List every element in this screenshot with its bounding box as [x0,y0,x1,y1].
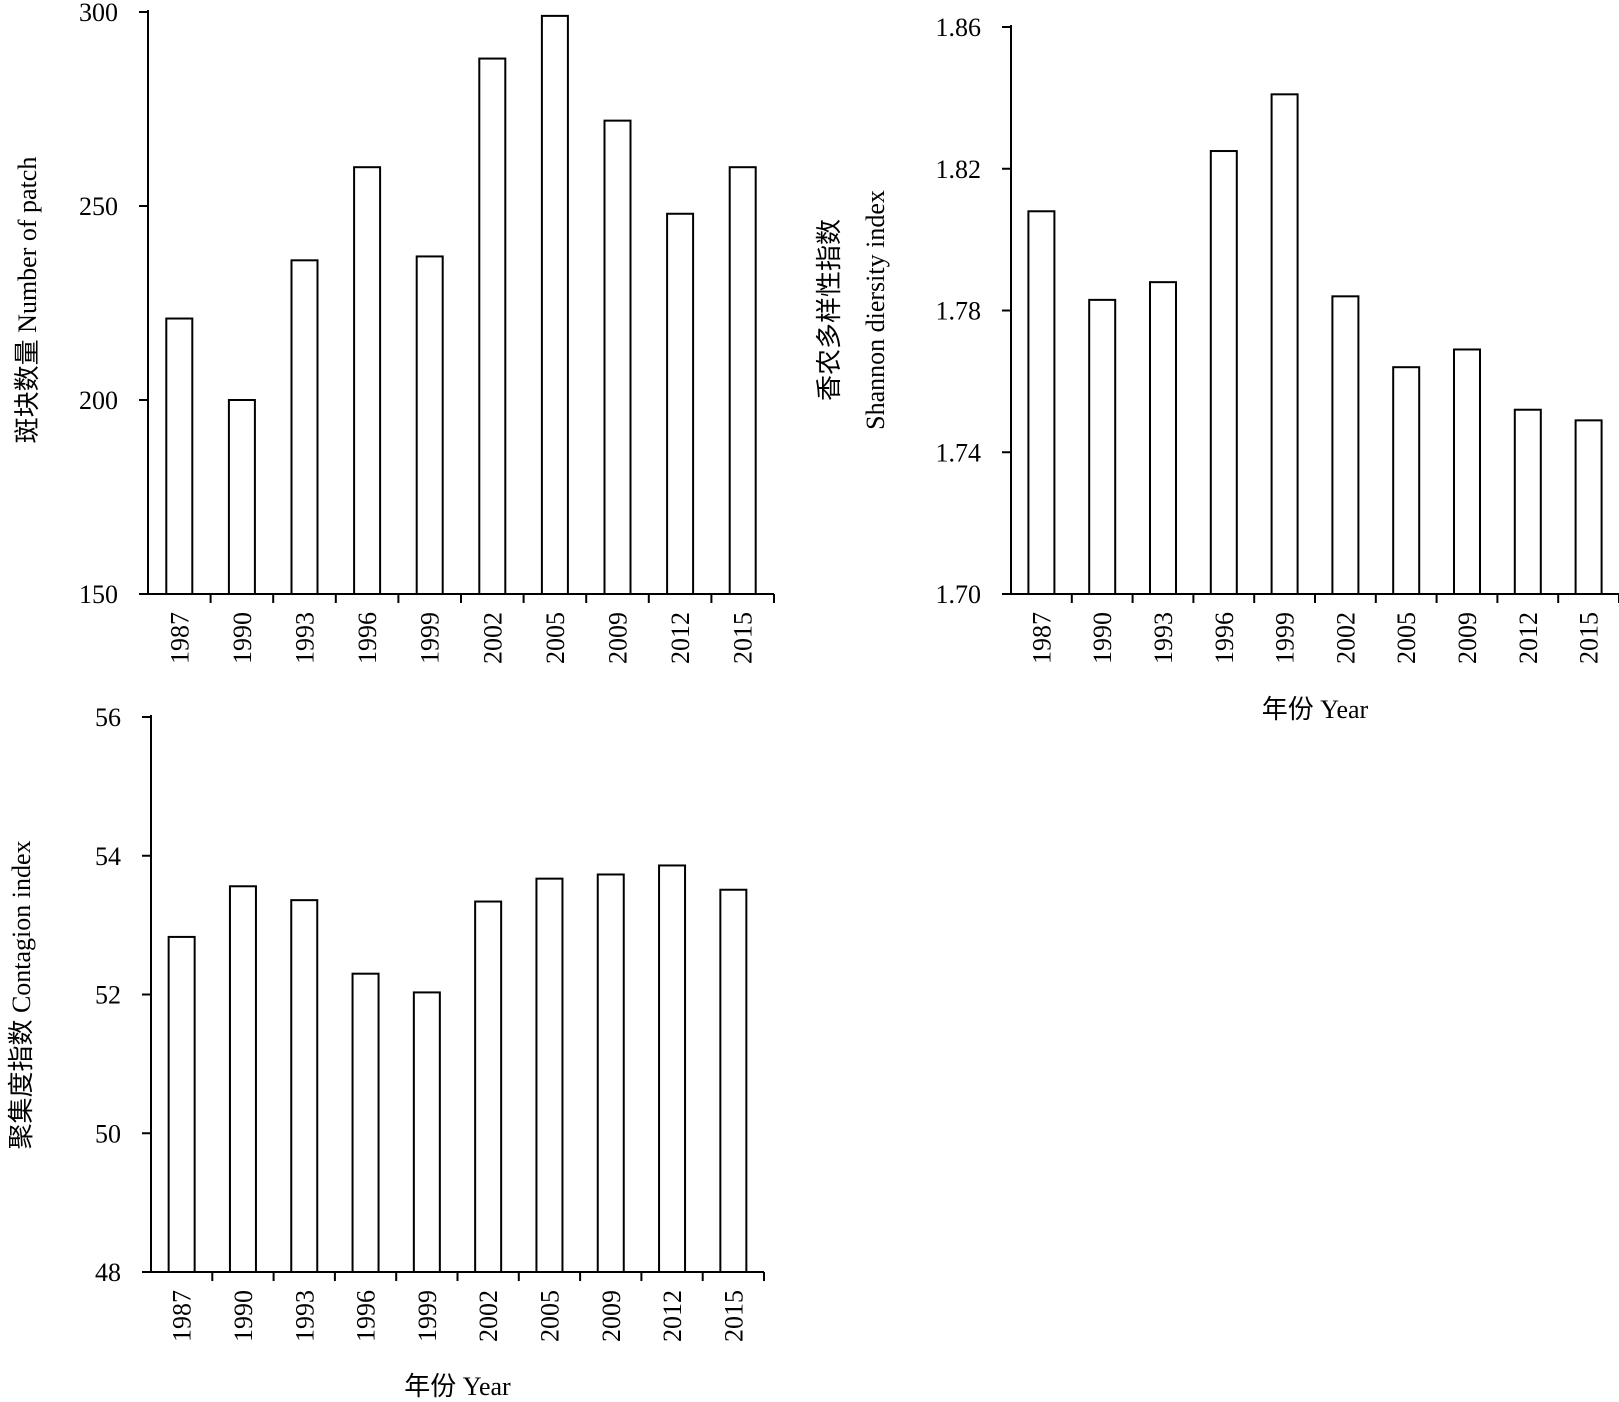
bar-1990 [228,885,257,1274]
y-tick-label: 300 [79,0,118,27]
x-tick-label: 2015 [729,612,758,664]
y-tick-label: 48 [95,1258,121,1287]
bar-2002 [1331,295,1360,595]
x-tick-label: 2005 [541,612,570,664]
bar-2005 [1392,366,1421,596]
y-tick-label: 56 [95,703,121,732]
bar-1987 [1027,210,1056,595]
x-tick-label: 2012 [1514,612,1543,664]
bar-1996 [1209,150,1238,595]
bar-2012 [658,864,687,1274]
bar-1996 [353,166,382,595]
chart-contagion-index: 48 50 52 54 56 1987 1990 1993 1996 1999 2002 2005 20… [7,703,765,1401]
bar-2012 [666,212,695,595]
y-tick-label: 52 [95,981,121,1010]
bar-2009 [596,873,625,1273]
x-tick-label: 1990 [228,612,257,664]
x-tick-label: 1999 [416,612,445,664]
bar-1999 [415,255,444,595]
bar-1993 [290,259,319,595]
bar-1999 [1270,93,1299,596]
x-tick-label: 2009 [1453,612,1482,664]
y-tick-label: 50 [95,1119,121,1148]
x-tick-label: 1996 [353,612,382,664]
x-tick-label: 2009 [604,612,633,664]
bar-1990 [227,399,256,595]
bar-1987 [167,935,196,1273]
x-tick-label: 1996 [1210,612,1239,664]
y-tick-label: 200 [79,386,118,415]
bar-2009 [603,119,632,595]
x-tick-label: 1990 [1088,612,1117,664]
bar-1990 [1088,298,1117,595]
x-tick-label: 2012 [658,1290,687,1342]
bar-2002 [474,900,503,1273]
x-tick-label: 2005 [535,1290,564,1342]
bar-2015 [728,166,757,595]
x-tick-label: 1993 [290,1290,319,1342]
x-axis-title: 年份 Year [1262,695,1369,724]
x-tick-label: 2009 [597,1290,626,1342]
bar-2015 [1574,419,1603,596]
chart-number-of-patch: 150 200 250 300 1987 1990 1993 1996 1999 2002 2005… [13,0,775,664]
x-tick-label: 1993 [291,612,320,664]
x-tick-label: 1990 [229,1290,258,1342]
y-tick-label: 1.78 [936,297,982,326]
y-axis-title: Shannon diersity index [861,190,890,430]
bar-1987 [165,317,194,595]
bar-2012 [1513,408,1542,595]
y-tick-label: 1.82 [936,155,982,184]
x-tick-label: 1999 [1271,612,1300,664]
x-tick-label: 2015 [1575,612,1604,664]
x-tick-label: 1987 [165,612,194,664]
y-tick-label: 1.86 [936,13,982,42]
y-tick-label: 250 [79,192,118,221]
bar-1996 [351,972,380,1273]
y-tick-label: 1.74 [936,438,982,467]
y-axis-title: 聚集度指数 Contagion index [7,840,36,1149]
y-tick-label: 150 [79,580,118,609]
bar-2002 [478,57,507,596]
x-tick-label: 2002 [474,1290,503,1342]
bar-2005 [540,14,569,595]
x-tick-label: 1987 [1027,612,1056,664]
bar-1999 [412,991,441,1273]
bar-2005 [535,877,564,1273]
x-tick-label: 1996 [352,1290,381,1342]
bar-2015 [719,888,748,1274]
y-axis-title: 斑块数量 Number of patch [13,157,42,444]
bar-1993 [290,899,319,1274]
x-tick-label: 2015 [719,1290,748,1342]
y-tick-label: 1.70 [936,580,982,609]
chart-shannon-diversity: 1.70 1.74 1.78 1.82 1.86 1987 1990 1993 1996 1999… [815,13,1619,724]
y-tick-label: 54 [95,842,121,871]
y-axis-title: 香农多样性指数 [815,219,844,401]
x-tick-label: 2012 [666,612,695,664]
bar-1993 [1149,281,1177,595]
x-tick-label: 1993 [1149,612,1178,664]
x-tick-label: 2002 [478,612,507,664]
x-tick-label: 2002 [1331,612,1360,664]
x-axis-title: 年份 Year [404,1372,511,1401]
bar-2009 [1453,348,1481,596]
x-tick-label: 1987 [168,1290,197,1342]
x-tick-label: 1999 [413,1290,442,1342]
x-tick-label: 2005 [1392,612,1421,664]
